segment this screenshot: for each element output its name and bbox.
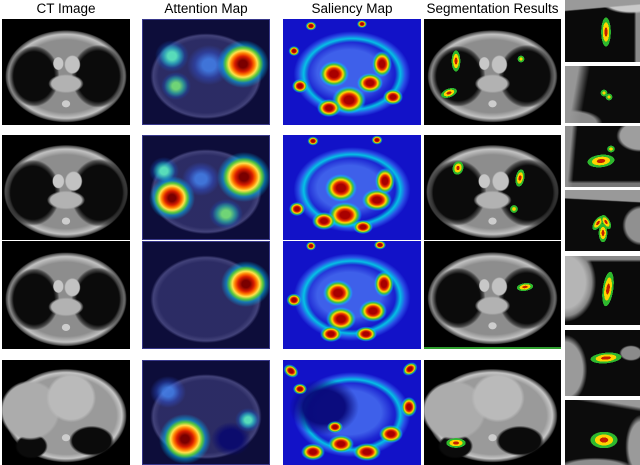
lesion-marker (439, 86, 459, 101)
lesion-marker (589, 351, 623, 366)
attention-hotspot (158, 414, 211, 464)
ct-image-row-3 (2, 241, 130, 349)
attention-hotspot (216, 39, 269, 88)
attention-hotspot (148, 175, 195, 220)
zoom-crop-5 (565, 256, 640, 325)
column-header-attention-map: Attention Map (164, 1, 248, 16)
saliency-ring (283, 360, 421, 465)
lesion-marker (600, 89, 608, 97)
lesion-marker (599, 270, 616, 308)
lesion-marker (516, 281, 535, 292)
lesion-marker (590, 431, 618, 449)
segmentation-result-row-2 (424, 135, 561, 240)
attention-map-row-4 (142, 360, 270, 465)
attention-hotspot (216, 152, 269, 203)
zoom-crop-4 (565, 190, 640, 251)
lesion-marker (598, 223, 607, 243)
attention-blob (181, 162, 220, 197)
saliency-ring (283, 19, 421, 125)
lesion-marker (586, 152, 616, 169)
attention-blob (149, 157, 180, 186)
attention-hotspot (221, 261, 269, 308)
lesion-marker (451, 159, 466, 176)
ct-image-row-4 (2, 360, 130, 465)
attention-map-row-1 (142, 19, 270, 125)
zoom-crop-6 (565, 330, 640, 396)
zoom-crop-2 (565, 66, 640, 123)
segmentation-result-row-3 (424, 241, 561, 349)
ct-image-row-1 (2, 19, 130, 125)
segmentation-result-row-4 (424, 360, 561, 465)
saliency-map-row-4 (283, 360, 421, 465)
lesion-marker (445, 437, 466, 448)
lesion-marker (510, 204, 519, 213)
zoom-crop-3 (565, 126, 640, 187)
lesion-marker (601, 17, 612, 48)
column-header-saliency-map: Saliency Map (311, 1, 393, 16)
saliency-map-row-3 (283, 241, 421, 349)
lesion-marker (605, 93, 612, 101)
attention-blob (150, 375, 187, 408)
zoom-crop-1 (565, 0, 640, 62)
saliency-ring (283, 241, 421, 349)
lesion-marker (513, 168, 526, 188)
segmentation-result-row-1 (424, 19, 561, 125)
lesion-marker (598, 213, 614, 232)
attention-blob (211, 422, 252, 457)
zoom-crop-7 (565, 400, 640, 465)
saliency-map-row-2 (283, 135, 421, 240)
saliency-ring (283, 135, 421, 240)
lesion-marker (451, 50, 460, 73)
saliency-map-row-1 (283, 19, 421, 125)
lesion-marker (606, 145, 615, 153)
lesion-marker (589, 213, 607, 233)
attention-blob (209, 199, 244, 230)
attention-blob (186, 44, 231, 85)
attention-blob (234, 407, 261, 432)
attention-map-row-3 (142, 241, 270, 349)
attention-map-row-2 (142, 135, 270, 240)
ct-image-row-2 (2, 135, 130, 240)
column-header-segmentation-results: Segmentation Results (426, 1, 559, 16)
attention-blob (154, 40, 189, 73)
lesion-marker (517, 55, 525, 63)
attention-blob (160, 71, 191, 100)
column-header-ct-image: CT Image (36, 1, 96, 16)
